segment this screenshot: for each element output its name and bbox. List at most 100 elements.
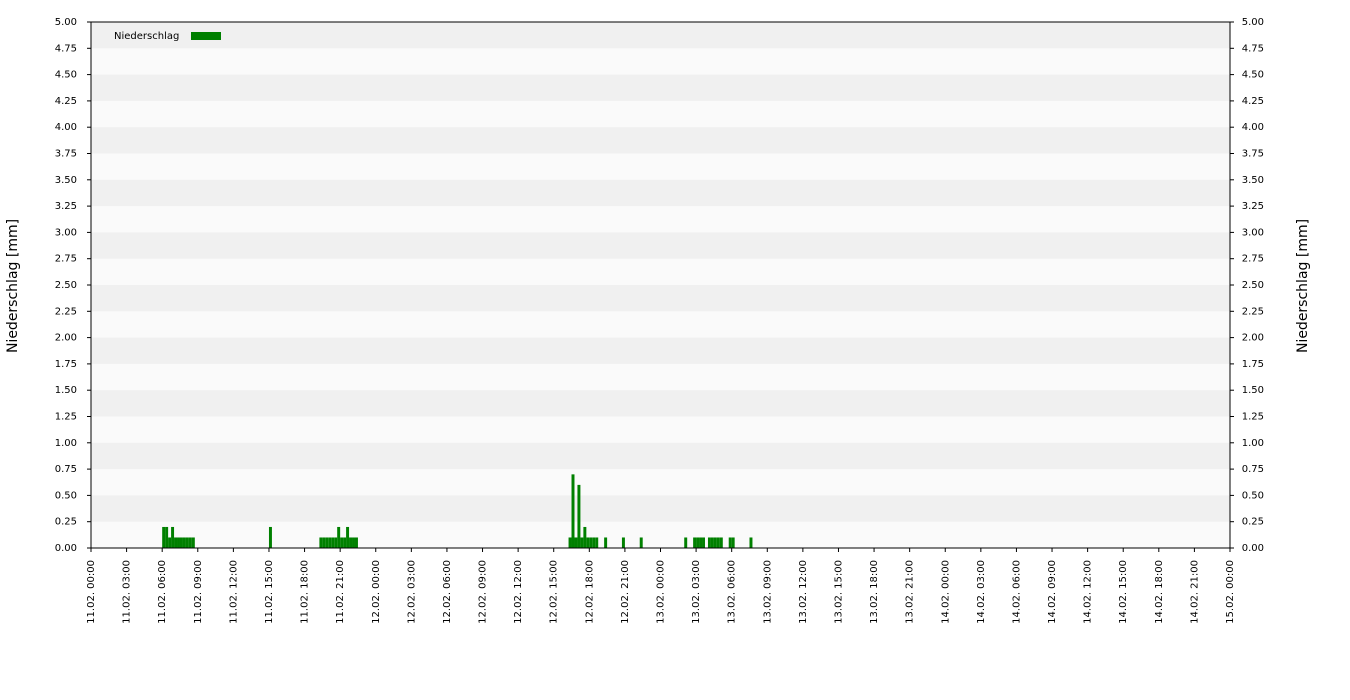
grid-band [91, 390, 1230, 417]
y2-tick-label: 1.75 [1242, 359, 1264, 370]
x-tick-label: 13.02. 18:00 [869, 560, 880, 624]
bar [571, 474, 575, 548]
bar [583, 526, 587, 548]
bar [334, 537, 338, 548]
x-tick-label: 14.02. 18:00 [1154, 560, 1165, 624]
bar [728, 537, 732, 548]
bar [604, 537, 608, 548]
bar [185, 537, 189, 548]
bar [693, 537, 697, 548]
y-tick-label: 0.75 [55, 464, 77, 475]
bar [171, 526, 175, 548]
bar [337, 526, 341, 548]
bar [328, 537, 332, 548]
grid-band [91, 442, 1230, 470]
bar [182, 537, 186, 548]
x-tick-label: 11.02. 06:00 [157, 560, 168, 624]
bar [589, 537, 593, 548]
bar [162, 526, 166, 548]
grid-band [91, 337, 1230, 364]
x-tick-label: 13.02. 09:00 [762, 560, 773, 624]
y-tick-label: 3.50 [55, 175, 77, 186]
y-axis-title: Niederschlag [mm] [5, 219, 21, 353]
y2-tick-label: 3.25 [1242, 201, 1264, 212]
bar [696, 537, 700, 548]
bar [322, 537, 326, 548]
y2-axis-title: Niederschlag [mm] [1295, 219, 1311, 353]
x-tick-label: 14.02. 03:00 [976, 560, 987, 624]
bar [592, 537, 596, 548]
bar [568, 537, 572, 548]
bar [177, 537, 180, 548]
bar [352, 537, 355, 548]
y-tick-label: 1.75 [55, 359, 77, 370]
x-tick-label: 11.02. 12:00 [228, 560, 239, 624]
bar [191, 537, 195, 548]
x-tick-label: 13.02. 06:00 [727, 560, 738, 624]
bar [595, 537, 599, 548]
x-tick-label: 12.02. 12:00 [513, 560, 524, 624]
y2-tick-label: 2.75 [1242, 254, 1264, 265]
bar [168, 537, 172, 548]
bar [713, 537, 717, 548]
y-tick-label: 1.50 [55, 385, 77, 396]
y2-tick-label: 3.50 [1242, 175, 1264, 186]
bar [179, 537, 183, 548]
y-tick-label: 5.00 [55, 17, 77, 28]
y2-tick-label: 0.50 [1242, 490, 1264, 501]
y2-tick-label: 3.75 [1242, 149, 1264, 160]
y2-tick-label: 4.75 [1242, 43, 1264, 54]
y-tick-label: 3.25 [55, 201, 77, 212]
y-tick-label: 3.00 [55, 227, 77, 238]
x-tick-label: 13.02. 00:00 [656, 560, 667, 624]
x-tick-label: 12.02. 18:00 [584, 560, 595, 624]
bar [340, 537, 344, 548]
grid-band [91, 232, 1230, 259]
y2-tick-label: 1.25 [1242, 412, 1264, 423]
x-tick-label: 13.02. 15:00 [833, 560, 844, 624]
bar [325, 537, 329, 548]
x-tick-label: 11.02. 03:00 [122, 560, 133, 624]
bar [684, 537, 688, 548]
y-tick-label: 4.00 [55, 122, 77, 133]
x-tick-label: 12.02. 09:00 [478, 560, 489, 624]
bar [349, 537, 353, 548]
y-tick-label: 0.50 [55, 490, 77, 501]
y2-tick-label: 0.00 [1242, 543, 1264, 554]
x-tick-label: 14.02. 00:00 [940, 560, 951, 624]
y-tick-label: 2.00 [55, 333, 77, 344]
bar [577, 484, 581, 548]
y-tick-label: 3.75 [55, 149, 77, 160]
bar [719, 537, 723, 548]
x-tick-label: 11.02. 09:00 [193, 560, 204, 624]
bar [174, 537, 178, 548]
x-tick-label: 12.02. 15:00 [549, 560, 560, 624]
x-tick-label: 14.02. 15:00 [1118, 560, 1129, 624]
bar [586, 537, 590, 548]
bar [354, 537, 358, 548]
y-tick-label: 0.00 [55, 543, 77, 554]
bar [165, 526, 169, 548]
bar [639, 537, 643, 548]
bar [343, 537, 347, 548]
y2-tick-label: 1.00 [1242, 438, 1264, 449]
bar [188, 537, 192, 548]
x-tick-label: 12.02. 03:00 [406, 560, 417, 624]
y2-tick-label: 2.00 [1242, 333, 1264, 344]
bar [710, 537, 714, 548]
plot-frame [90, 21, 1231, 549]
bar [580, 537, 584, 548]
bar [716, 537, 720, 548]
y-tick-label: 1.25 [55, 412, 77, 423]
y2-tick-label: 1.50 [1242, 385, 1264, 396]
y-tick-label: 4.25 [55, 96, 77, 107]
y-tick-label: 2.50 [55, 280, 77, 291]
x-tick-label: 13.02. 03:00 [691, 560, 702, 624]
bar [574, 537, 578, 548]
x-tick-label: 14.02. 09:00 [1047, 560, 1058, 624]
bar [731, 537, 735, 548]
grid-band [91, 179, 1230, 207]
bar [319, 537, 323, 548]
bar [268, 526, 272, 548]
x-tick-label: 14.02. 12:00 [1083, 560, 1094, 624]
